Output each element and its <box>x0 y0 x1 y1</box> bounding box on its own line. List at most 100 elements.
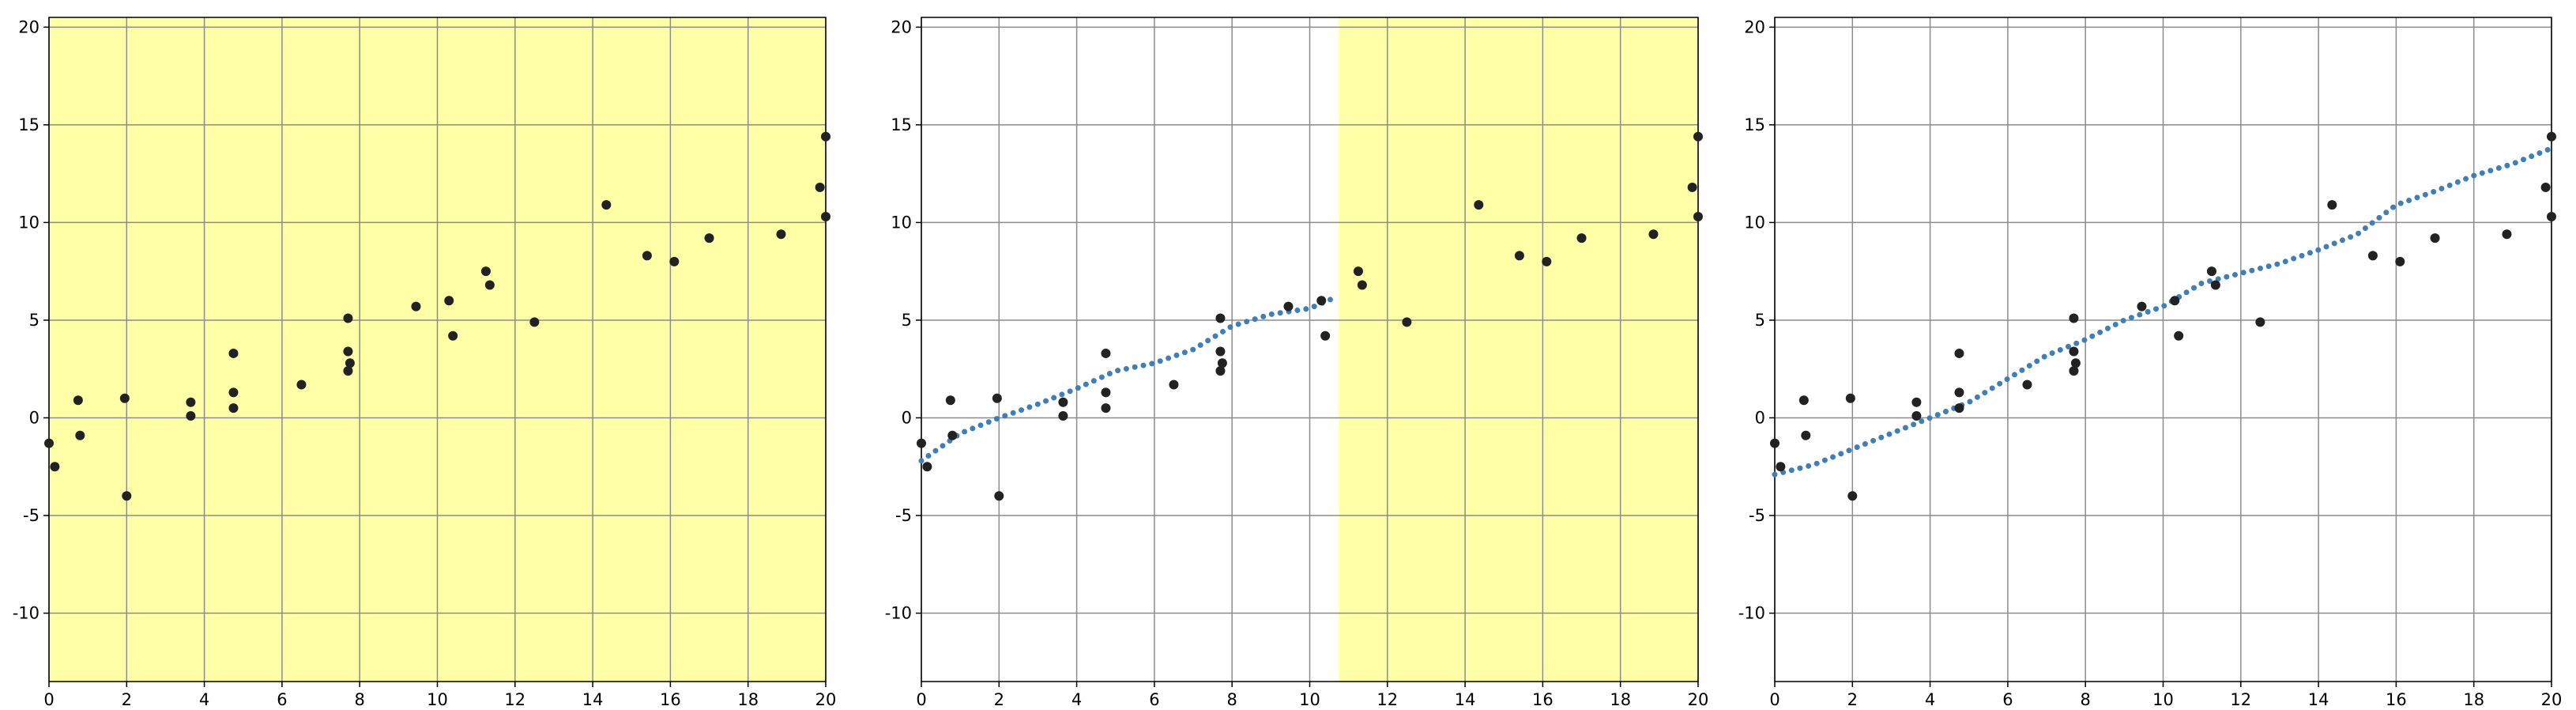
fit-line <box>1772 145 2555 478</box>
data-point <box>122 491 132 501</box>
y-tick-label: 10 <box>891 213 912 232</box>
grid <box>1774 17 2552 682</box>
x-tick-label: 20 <box>815 690 837 709</box>
scatter-chart-1: 0 2 4 6 8 10 12 14 16 18 20 -10 -5 0 5 10 15 20 <box>13 17 837 709</box>
data-point <box>994 491 1004 501</box>
y-tick-label: -10 <box>13 604 40 623</box>
data-point <box>1954 348 1964 358</box>
x-tick-label: 8 <box>1227 690 1237 709</box>
data-point <box>411 301 421 312</box>
data-point <box>1687 182 1697 192</box>
data-point <box>228 348 239 358</box>
data-point <box>1101 387 1111 398</box>
x-tick-label: 6 <box>277 690 287 709</box>
x-tick-label: 12 <box>2230 690 2251 709</box>
data-point <box>1845 393 1855 403</box>
data-point <box>2069 313 2079 323</box>
data-point <box>2430 233 2440 244</box>
y-tick-label: 15 <box>1744 115 1765 134</box>
data-point <box>2367 251 2378 261</box>
y-tick-label: -5 <box>23 506 40 525</box>
data-point <box>343 346 353 357</box>
x-tick-label: 2 <box>994 690 1004 709</box>
axis-ticks: 0 2 4 6 8 10 12 14 16 18 20 -10 -5 0 5 10 15 20 <box>13 17 837 709</box>
data-point <box>669 256 680 266</box>
x-tick-label: 0 <box>1769 690 1779 709</box>
data-points <box>44 131 830 501</box>
x-tick-label: 8 <box>355 690 365 709</box>
y-tick-label: 10 <box>18 213 40 232</box>
y-tick-label: 0 <box>902 408 912 427</box>
x-tick-label: 12 <box>504 690 525 709</box>
x-tick-label: 16 <box>1532 690 1554 709</box>
data-point <box>1402 317 1412 327</box>
x-tick-label: 4 <box>1071 690 1082 709</box>
data-point <box>1217 358 1227 368</box>
data-point <box>2022 380 2032 390</box>
data-point <box>2174 330 2184 341</box>
data-point <box>2210 280 2220 290</box>
data-point <box>2502 229 2512 240</box>
x-tick-label: 10 <box>2152 690 2174 709</box>
data-point <box>821 212 830 221</box>
data-point <box>917 438 926 448</box>
data-point <box>480 266 491 277</box>
y-tick-label: -10 <box>1738 604 1765 623</box>
y-tick-label: -10 <box>885 604 912 623</box>
x-tick-label: 6 <box>2002 690 2013 709</box>
data-point <box>1215 313 1226 323</box>
grid <box>48 17 827 682</box>
data-point <box>2069 346 2079 357</box>
data-point <box>1693 131 1703 142</box>
y-tick-label: 20 <box>1744 17 1765 36</box>
data-point <box>296 380 307 390</box>
data-point <box>1576 233 1587 244</box>
data-point <box>1353 266 1363 277</box>
x-tick-label: 10 <box>427 690 448 709</box>
data-point <box>1215 366 1226 376</box>
x-tick-label: 16 <box>660 690 681 709</box>
x-tick-label: 12 <box>1377 690 1398 709</box>
data-point <box>2170 296 2180 306</box>
data-points <box>1770 131 2556 501</box>
data-point <box>1320 330 1331 341</box>
data-point <box>448 330 458 341</box>
data-point <box>1058 397 1068 407</box>
data-point <box>44 438 54 448</box>
data-point <box>2255 317 2265 327</box>
data-point <box>444 296 454 306</box>
data-point <box>1215 346 1226 357</box>
data-point <box>601 200 612 210</box>
data-point <box>75 430 85 440</box>
data-point <box>1283 301 1294 312</box>
scatter-chart-2: 0 2 4 6 8 10 12 14 16 18 20 -10 -5 0 5 10 15 20 <box>885 17 1709 709</box>
data-point <box>529 317 540 327</box>
data-point <box>73 395 83 406</box>
x-tick-label: 18 <box>1610 690 1631 709</box>
x-tick-label: 16 <box>2386 690 2407 709</box>
data-point <box>1514 251 1524 261</box>
x-tick-label: 18 <box>2463 690 2484 709</box>
data-point <box>484 280 495 290</box>
y-tick-label: 5 <box>29 311 40 330</box>
x-tick-label: 6 <box>1149 690 1159 709</box>
data-point <box>1911 397 1922 407</box>
data-points <box>917 131 1703 501</box>
y-tick-label: 0 <box>29 408 40 427</box>
y-tick-label: 20 <box>18 17 40 36</box>
x-tick-label: 8 <box>2081 690 2091 709</box>
data-point <box>343 366 353 376</box>
data-point <box>2069 366 2079 376</box>
x-tick-label: 4 <box>1925 690 1935 709</box>
x-tick-label: 10 <box>1299 690 1320 709</box>
data-point <box>1847 491 1858 501</box>
axis-ticks: 0 2 4 6 8 10 12 14 16 18 20 -10 -5 0 5 10 15 20 <box>1738 17 2563 709</box>
data-point <box>922 462 932 472</box>
data-point <box>186 411 196 421</box>
data-point <box>1911 411 1922 421</box>
x-tick-label: 20 <box>1688 690 1709 709</box>
y-tick-label: 10 <box>1744 213 1765 232</box>
data-point <box>2327 200 2337 210</box>
y-tick-label: 5 <box>1755 311 1765 330</box>
